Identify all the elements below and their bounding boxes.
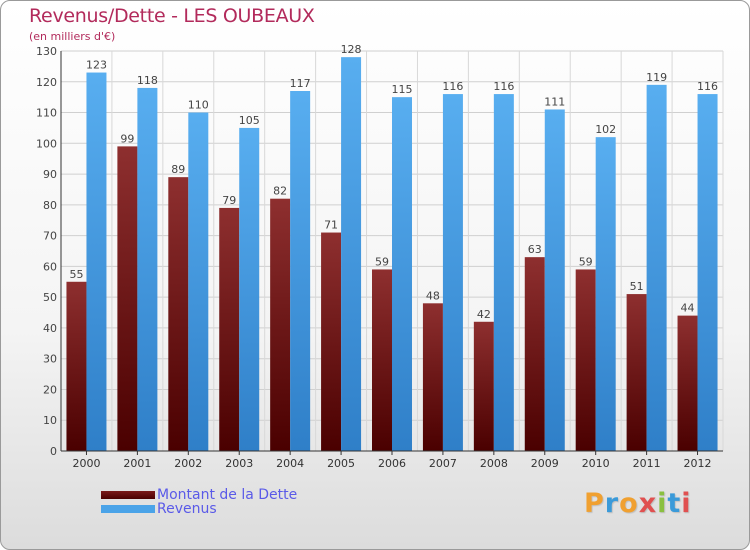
x-tick-label: 2002	[174, 457, 202, 470]
y-tick-label: 120	[36, 76, 57, 89]
bars	[66, 57, 718, 452]
data-label-debt: 79	[222, 194, 236, 207]
bar-revenus	[188, 112, 209, 452]
chart-subtitle: (en milliers d'€)	[29, 30, 116, 43]
bar-debt	[168, 177, 189, 451]
legend-label-revenus: Revenus	[157, 501, 217, 517]
bar-revenus	[290, 91, 311, 451]
bar-revenus	[544, 109, 565, 451]
y-tick-label: 70	[43, 230, 57, 243]
y-tick-label: 100	[36, 137, 57, 150]
legend-item-revenus: Revenus	[101, 502, 217, 516]
data-label-debt: 99	[120, 132, 134, 145]
bar-revenus	[137, 87, 158, 451]
x-tick-label: 2004	[276, 457, 304, 470]
data-label-debt: 42	[477, 308, 491, 321]
y-tick-label: 10	[43, 414, 57, 427]
data-label-revenus: 119	[646, 71, 667, 84]
value-labels: 55 123 99 118 89 110 79 105 82 117 71 128 59 115 48 116…	[69, 43, 718, 321]
data-label-debt: 82	[273, 185, 287, 198]
x-tick-label: 2000	[72, 457, 100, 470]
bar-revenus	[392, 97, 412, 452]
legend-label-debt: Montant de la Dette	[157, 487, 298, 503]
x-tick-label: 2011	[633, 457, 661, 470]
y-tick-label: 80	[43, 199, 57, 212]
bar-revenus	[239, 127, 260, 451]
data-label-revenus: 105	[239, 114, 260, 127]
data-label-debt: 44	[681, 302, 695, 315]
bar-debt	[321, 232, 342, 451]
data-label-revenus: 110	[188, 99, 209, 112]
x-tick-label: 2005	[327, 457, 355, 470]
axes: 0 10 20 30 40 50 60 70 80 90 100 110 120 130 2000 2001 2…	[36, 45, 723, 470]
x-tick-label: 2006	[378, 457, 406, 470]
bar-revenus	[86, 72, 107, 452]
y-tick-label: 90	[43, 168, 57, 181]
x-tick-label: 2008	[480, 457, 508, 470]
x-tick-label: 2010	[582, 457, 610, 470]
y-tick-label: 60	[43, 260, 57, 273]
data-label-revenus: 116	[697, 80, 718, 93]
bar-revenus	[646, 84, 667, 451]
bar-debt	[575, 269, 596, 451]
bar-revenus	[341, 57, 362, 452]
bar-debt	[524, 257, 545, 451]
bar-debt	[677, 315, 698, 451]
data-label-revenus: 116	[493, 80, 514, 93]
bar-debt	[219, 207, 240, 451]
bar-debt	[473, 321, 494, 451]
y-tick-label: 130	[36, 45, 57, 58]
bar-debt	[372, 269, 392, 451]
data-label-debt: 55	[69, 268, 83, 281]
y-tick-label: 50	[43, 291, 57, 304]
bar-revenus	[442, 94, 463, 452]
y-tick-label: 20	[43, 383, 57, 396]
bar-debt	[270, 198, 291, 451]
legend-swatch-revenus	[101, 505, 155, 513]
data-label-debt: 51	[630, 280, 644, 293]
data-label-debt: 71	[324, 219, 338, 232]
bar-debt	[66, 281, 87, 451]
data-label-debt: 63	[528, 243, 542, 256]
data-label-revenus: 123	[86, 59, 107, 72]
y-tick-label: 40	[43, 322, 57, 335]
y-tick-label: 30	[43, 353, 57, 366]
bar-debt	[117, 146, 138, 451]
bar-revenus	[595, 137, 616, 451]
chart-title: Revenus/Dette - LES OUBEAUX	[29, 5, 315, 27]
data-label-revenus: 111	[544, 95, 565, 108]
proxiti-logo: Proxiti	[584, 488, 692, 519]
y-tick-label: 0	[50, 445, 57, 458]
data-label-revenus: 116	[442, 80, 463, 93]
data-label-debt: 59	[375, 255, 389, 268]
x-tick-label: 2009	[531, 457, 559, 470]
x-tick-label: 2007	[429, 457, 457, 470]
data-label-debt: 89	[171, 163, 185, 176]
bar-debt	[422, 303, 443, 451]
legend-item-debt: Montant de la Dette	[101, 488, 297, 502]
bar-debt	[626, 294, 647, 451]
bar-revenus	[493, 94, 514, 452]
data-label-debt: 59	[579, 255, 593, 268]
data-label-revenus: 115	[392, 83, 413, 96]
data-label-revenus: 117	[290, 77, 311, 90]
data-label-debt: 48	[426, 289, 440, 302]
data-label-revenus: 128	[341, 43, 362, 56]
bar-revenus	[697, 94, 718, 452]
x-tick-label: 2012	[684, 457, 712, 470]
y-tick-label: 110	[36, 107, 57, 120]
data-label-revenus: 118	[137, 74, 158, 87]
legend-swatch-debt	[101, 491, 155, 499]
x-tick-label: 2003	[225, 457, 253, 470]
x-tick-label: 2001	[123, 457, 151, 470]
data-label-revenus: 102	[595, 123, 616, 136]
